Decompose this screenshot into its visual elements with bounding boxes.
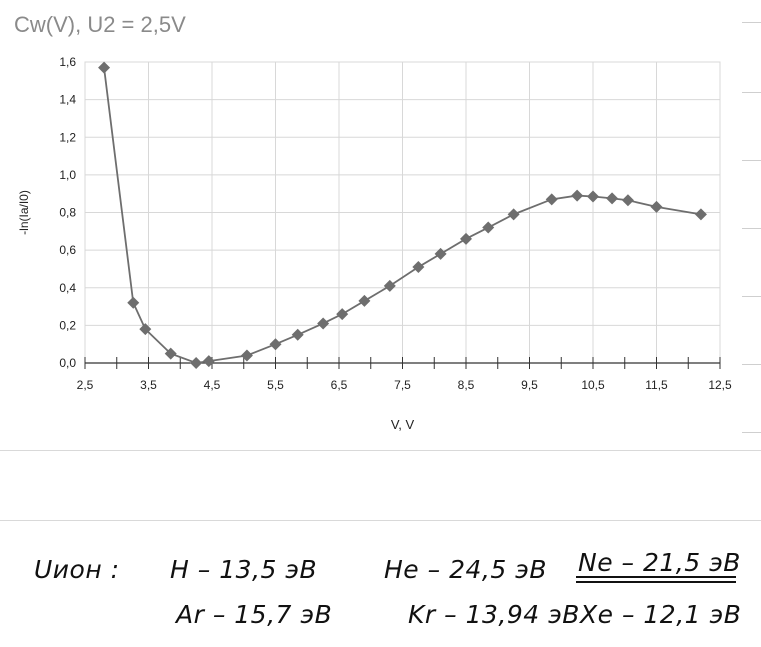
- data-point: [571, 189, 584, 202]
- data-point: [291, 328, 304, 341]
- x-tick-label: 10,5: [581, 378, 605, 392]
- x-tick-label: 7,5: [394, 378, 411, 392]
- y-tick-label: 0,2: [59, 318, 76, 332]
- y-tick-label: 0,8: [59, 206, 76, 220]
- ne-underline: [576, 576, 736, 578]
- x-tick-label: 12,5: [708, 378, 732, 392]
- data-point: [164, 347, 177, 360]
- ruled-line: [742, 228, 761, 229]
- y-tick-label: 0,0: [59, 356, 76, 370]
- data-point: [434, 247, 447, 260]
- x-tick-label: 8,5: [458, 378, 475, 392]
- y-tick-label: 1,2: [59, 130, 76, 144]
- ionization-xe: Xe – 12,1 эВ: [580, 600, 742, 629]
- y-tick-label: 1,4: [59, 93, 76, 107]
- x-tick-label: 2,5: [77, 378, 94, 392]
- data-point: [545, 193, 558, 206]
- data-point: [190, 357, 203, 369]
- ionization-he: He – 24,5 эВ: [384, 555, 548, 584]
- data-point: [240, 349, 253, 362]
- x-tick-label: 11,5: [645, 378, 668, 392]
- data-point: [587, 190, 599, 203]
- chart-area: Cw(V), U2 = 2,5V 0,0 0,2 0,4 0,6 0,8 1,0 1,2 1,…: [14, 12, 733, 432]
- chart-title: Cw(V), U2 = 2,5V: [14, 12, 186, 37]
- y-axis-title: -ln(Ia/I0): [17, 190, 31, 235]
- data-point: [460, 232, 472, 245]
- x-tick-label: 3,5: [140, 378, 157, 392]
- x-axis-title: V, V: [391, 417, 415, 432]
- ionization-h: H – 13,5 эВ: [170, 555, 318, 584]
- data-point: [383, 279, 396, 292]
- ne-underline: [576, 581, 736, 583]
- ionization-label: Uион :: [34, 555, 120, 584]
- y-tick-label: 1,6: [59, 55, 76, 69]
- ionization-kr: Kr – 13,94 эВ: [408, 600, 580, 629]
- ionization-ar: Ar – 15,7 эВ: [176, 600, 333, 629]
- line-chart: 0,0 0,2 0,4 0,6 0,8 1,0 1,2 1,4 1,6 2,5 3,5 4,5 5,5 6…: [17, 55, 732, 432]
- y-tick-label: 1,0: [59, 168, 76, 182]
- data-point: [269, 338, 282, 351]
- notebook-page: [0, 450, 761, 647]
- ruled-line: [0, 450, 761, 451]
- ruled-line: [742, 22, 761, 23]
- data-point: [507, 208, 520, 221]
- x-tick-label: 9,5: [521, 378, 538, 392]
- ruled-line: [742, 432, 761, 433]
- data-point: [694, 208, 707, 221]
- x-tick-label: 6,5: [331, 378, 348, 392]
- x-tick-label: 5,5: [267, 378, 284, 392]
- ruled-line: [742, 364, 761, 365]
- data-point: [358, 294, 371, 307]
- data-point: [621, 194, 634, 207]
- ruled-line: [742, 296, 761, 297]
- data-point: [202, 355, 215, 368]
- ionization-ne: Ne – 21,5 эВ: [578, 548, 741, 577]
- y-tick-label: 0,4: [59, 281, 76, 295]
- data-point: [317, 317, 330, 330]
- ruled-line: [742, 92, 761, 93]
- data-point: [139, 323, 152, 336]
- data-point: [127, 296, 140, 309]
- data-point: [336, 308, 349, 321]
- data-point: [98, 61, 111, 74]
- y-tick-label: 0,6: [59, 243, 76, 257]
- data-point: [412, 261, 425, 274]
- ruled-line: [0, 520, 761, 521]
- x-tick-label: 4,5: [204, 378, 221, 392]
- data-point: [650, 200, 663, 213]
- ruled-line: [742, 160, 761, 161]
- data-point: [482, 221, 495, 234]
- data-point: [606, 192, 619, 205]
